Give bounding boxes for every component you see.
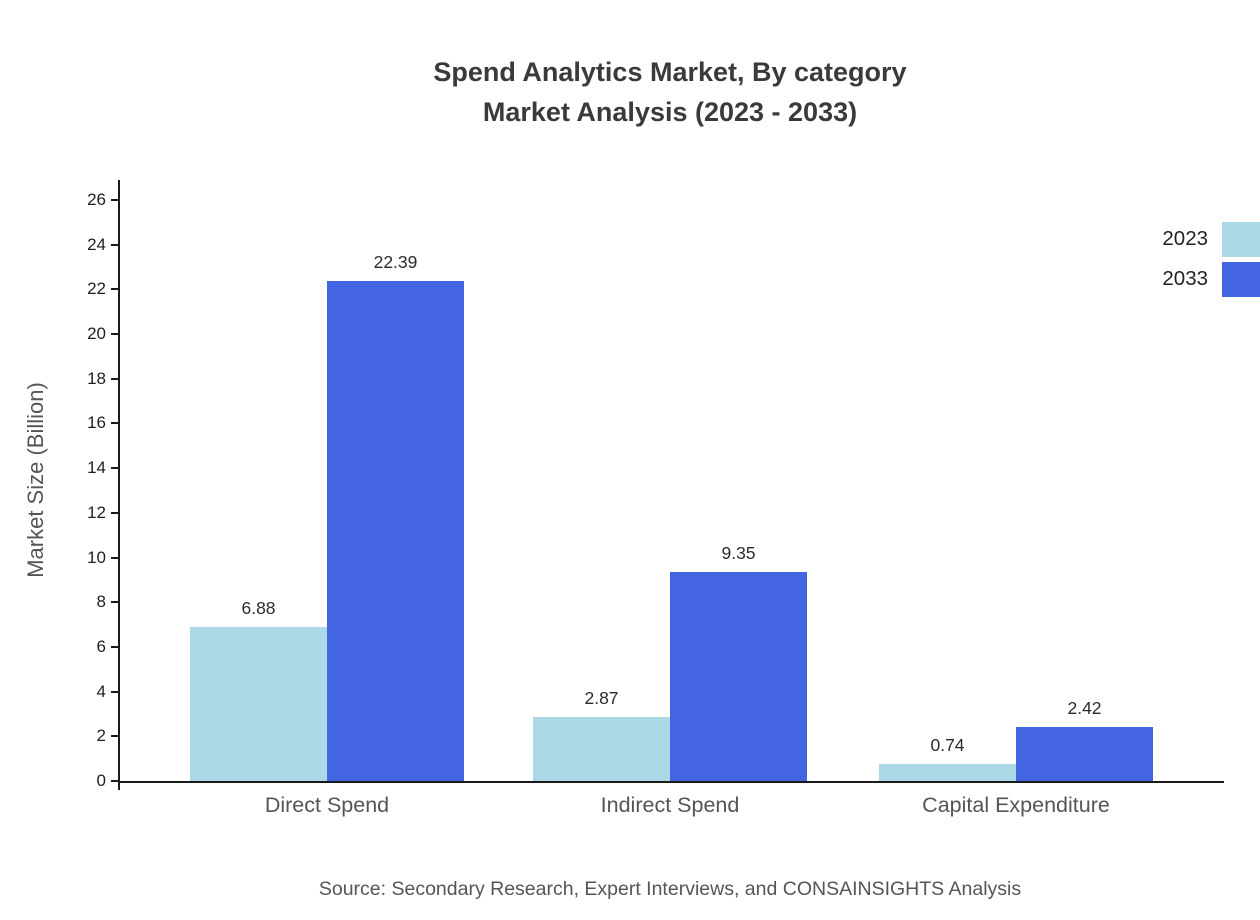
- y-tick-label: 4: [96, 681, 106, 701]
- bar-2033-indirect-spend: [670, 572, 807, 781]
- y-tick-label: 26: [87, 190, 106, 209]
- legend: 2023 2033: [1162, 219, 1260, 299]
- y-tick-label: 6: [96, 636, 106, 656]
- legend-swatch: [1222, 221, 1260, 257]
- y-tick-label: 8: [96, 592, 106, 612]
- chart-title: Spend Analytics Market, By category Mark…: [40, 52, 1260, 132]
- legend-swatch: [1222, 261, 1260, 297]
- y-tick-mark: [111, 288, 118, 291]
- y-tick-label: 24: [87, 234, 106, 254]
- chart-title-line1: Spend Analytics Market, By category: [433, 57, 907, 87]
- y-tick-mark: [111, 735, 118, 738]
- y-tick-label: 12: [87, 502, 106, 522]
- y-tick-mark: [111, 511, 118, 514]
- y-tick-mark: [111, 556, 118, 559]
- bar-2023-direct-spend: [190, 627, 327, 781]
- y-tick-label: 16: [87, 413, 106, 433]
- bar-value-label: 2.87: [584, 687, 619, 708]
- bar-value-label: 2.42: [1067, 697, 1102, 718]
- bar-value-label: 9.35: [721, 543, 756, 564]
- bar-2023-capital-expenditure: [879, 764, 1016, 781]
- source-note: Source: Secondary Research, Expert Inter…: [318, 878, 1022, 900]
- x-axis-origin-tick: [118, 783, 120, 790]
- y-tick-mark: [111, 601, 118, 604]
- bar-value-label: 0.74: [930, 735, 965, 756]
- y-tick-label: 0: [96, 771, 106, 790]
- y-tick-mark: [111, 422, 118, 425]
- y-tick-label: 22: [87, 279, 106, 299]
- bar-value-label: 22.39: [373, 251, 418, 272]
- x-axis-category-label: Capital Expenditure: [922, 793, 1110, 817]
- legend-item-2023: 2023: [1162, 219, 1260, 259]
- y-tick-mark: [111, 333, 118, 336]
- y-tick-mark: [111, 645, 118, 648]
- y-axis-label: Market Size (Billion): [23, 382, 48, 578]
- y-tick-label: 18: [87, 368, 106, 388]
- x-axis-category-label: Indirect Spend: [600, 793, 740, 817]
- bar-value-label: 6.88: [241, 598, 276, 619]
- legend-item-2033: 2033: [1162, 259, 1260, 299]
- x-axis-category-label: Direct Spend: [264, 793, 390, 817]
- legend-label: 2023: [1162, 227, 1208, 250]
- bar-2033-direct-spend: [327, 280, 464, 781]
- y-tick-mark: [111, 243, 118, 246]
- legend-label: 2033: [1162, 267, 1208, 290]
- y-tick-mark: [111, 780, 118, 782]
- y-tick-mark: [111, 690, 118, 693]
- y-tick-mark: [111, 377, 118, 380]
- bar-2023-indirect-spend: [533, 716, 670, 781]
- y-tick-label: 20: [87, 324, 106, 344]
- y-tick-label: 14: [87, 458, 106, 478]
- bar-2033-capital-expenditure: [1016, 726, 1153, 781]
- y-tick-mark: [111, 467, 118, 470]
- plot-area: 0 2 4 6 8 10 12 14 16 18 20 22 24 26 6.88 22.39 Direct S…: [87, 180, 1224, 817]
- y-tick-label: 10: [87, 547, 106, 567]
- chart-title-line2: Market Analysis (2023 - 2033): [482, 97, 858, 127]
- y-tick-label: 2: [96, 726, 106, 746]
- y-tick-mark: [111, 199, 118, 201]
